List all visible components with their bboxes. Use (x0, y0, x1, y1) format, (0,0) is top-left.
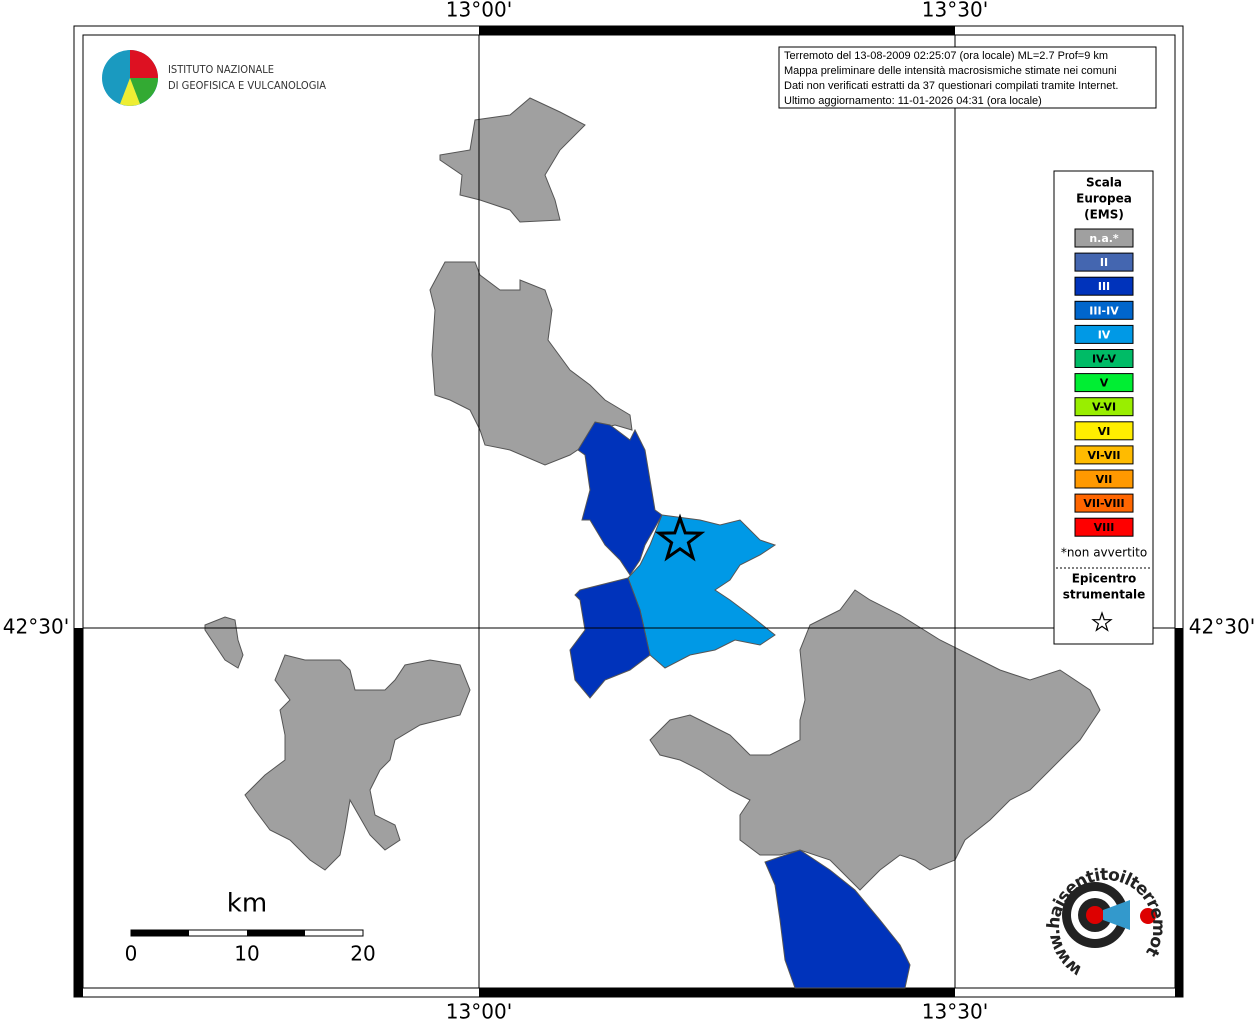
legend-label: V-VI (1092, 401, 1116, 414)
logo-text: DI GEOFISICA E VULCANOLOGIA (168, 79, 326, 92)
legend: ScalaEuropea(EMS)n.a.*IIIIIIII-IVIVIV-VV… (1074, 176, 1134, 537)
legend-swatch (1074, 252, 1134, 272)
info-line: Mappa preliminare delle intensità macros… (784, 65, 1117, 77)
legend-note: *non avvertito (1061, 546, 1147, 560)
logo-ring (1086, 906, 1104, 924)
legend-label: n.a.* (1089, 232, 1119, 245)
municipality (569, 577, 651, 699)
municipality (577, 421, 663, 576)
logo-segment (130, 78, 158, 104)
logo-text: ISTITUTO NAZIONALE (168, 63, 274, 76)
ingv-logo: ISTITUTO NAZIONALE DI GEOFISICA E VULCAN… (102, 50, 326, 106)
info-line: Terremoto del 13-08-2009 02:25:07 (ora l… (784, 50, 1108, 62)
legend-label: IV-V (1092, 353, 1117, 366)
lat-label: 42°30' (1189, 615, 1255, 639)
municipality (764, 849, 911, 989)
municipality (439, 97, 586, 223)
legend-label: VIII (1094, 521, 1115, 534)
scale-unit: km (227, 889, 267, 919)
legend-swatch (1074, 397, 1134, 417)
frame-segment (479, 26, 955, 35)
scale-label: 10 (234, 942, 259, 966)
legend-epicentre: Epicentro (1072, 572, 1137, 586)
scale-segment (247, 930, 305, 936)
legend-swatch (1074, 324, 1134, 344)
municipality (429, 261, 633, 466)
logo-segment (120, 78, 140, 106)
info-text: Terremoto del 13-08-2009 02:25:07 (ora l… (784, 50, 1118, 107)
frame-segment (479, 988, 955, 997)
scale-label: 20 (350, 942, 375, 966)
logo-segment (130, 50, 158, 78)
info-line: Dati non verificati estratti da 37 quest… (784, 80, 1118, 92)
info-box (778, 46, 1157, 109)
lat-label: 42°30' (3, 615, 69, 639)
legend-swatch (1074, 373, 1134, 393)
legend-label: II (1100, 256, 1108, 269)
legend-swatch (1074, 517, 1134, 537)
legend-epicentre: strumentale (1063, 588, 1146, 602)
municipality (649, 589, 1101, 891)
lon-label: 13°30' (922, 0, 988, 22)
legend-swatch (1074, 228, 1134, 248)
legend-swatch (1074, 445, 1134, 465)
logo-dot (1140, 908, 1156, 924)
legend-label: VI-VII (1087, 449, 1120, 462)
legend-label: V (1100, 377, 1109, 390)
legend-label: III (1098, 280, 1110, 293)
scale-label: 0 (125, 942, 138, 966)
legend-title: Europea (1076, 192, 1132, 206)
legend-swatch (1074, 349, 1134, 368)
legend-label: VII-VIII (1083, 497, 1124, 510)
lon-label: 13°00' (446, 1000, 512, 1024)
info-line: Ultimo aggiornamento: 11-01-2026 04:31 (… (784, 95, 1042, 107)
legend-swatch (1074, 493, 1134, 513)
legend-label: III-IV (1089, 304, 1119, 317)
lon-label: 13°00' (446, 0, 512, 22)
lon-label: 13°30' (922, 1000, 988, 1024)
municipality (204, 616, 244, 669)
legend-swatch (1074, 421, 1134, 441)
legend-swatch (1074, 300, 1134, 320)
legend-swatch (1074, 276, 1134, 296)
frame-segment (1175, 628, 1183, 997)
legend-title: (EMS) (1084, 208, 1124, 222)
legend-title: Scala (1086, 176, 1122, 190)
logo-beam (1103, 900, 1130, 930)
municipality (244, 654, 471, 871)
scale-segment (131, 930, 189, 936)
legend-star (1091, 611, 1113, 632)
epicentre-star (654, 513, 706, 562)
legend-label: IV (1098, 328, 1111, 341)
frame-segment (74, 628, 83, 997)
legend-swatch (1074, 469, 1134, 489)
legend-label: VI (1098, 425, 1111, 438)
legend-label: VII (1096, 473, 1113, 486)
